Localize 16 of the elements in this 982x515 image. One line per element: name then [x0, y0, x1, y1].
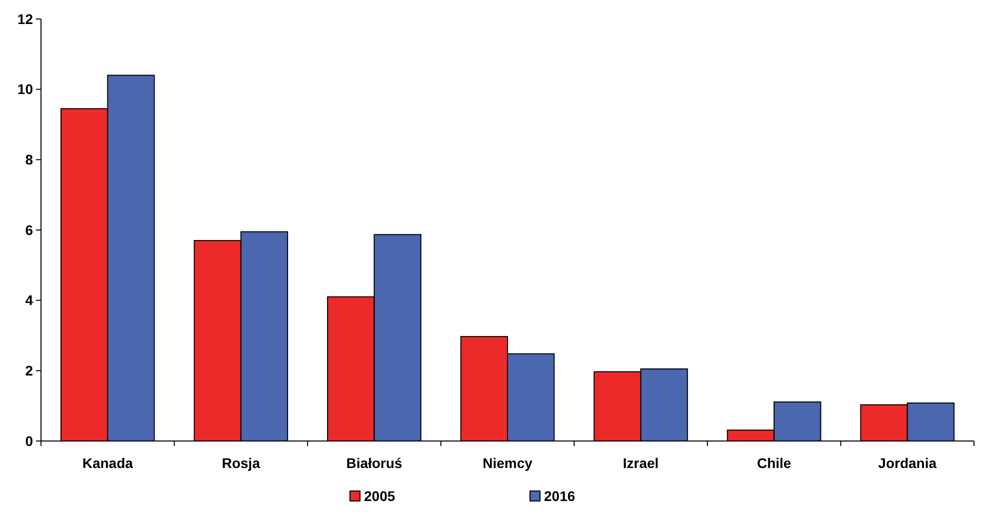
- x-tick-label: Niemcy: [482, 455, 533, 471]
- y-tick-label: 12: [17, 10, 34, 27]
- x-tick-label: Izrael: [622, 455, 659, 471]
- y-tick-label: 0: [25, 432, 34, 449]
- y-tick-label: 10: [17, 81, 34, 98]
- y-tick-label: 6: [25, 222, 34, 238]
- x-tick-label: Jordania: [878, 455, 937, 471]
- x-tick-label: Kanada: [82, 455, 134, 471]
- y-tick-label: 2: [25, 362, 34, 379]
- y-tick-label: 8: [25, 152, 34, 168]
- x-tick-label: Chile: [756, 455, 792, 471]
- x-tick-label: Rosja: [222, 455, 260, 471]
- legend-label: 2016: [544, 488, 576, 504]
- legend-label: 2005: [364, 488, 396, 504]
- y-tick-label: 4: [25, 292, 34, 308]
- x-tick-label: Białoruś: [346, 455, 402, 471]
